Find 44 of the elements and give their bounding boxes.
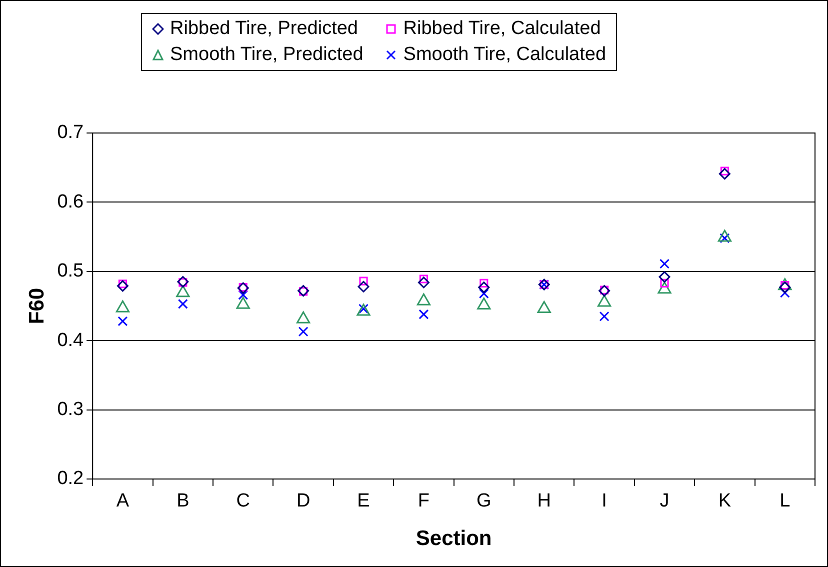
point: [537, 301, 551, 314]
x-tick-label: D: [296, 490, 310, 512]
point: [477, 298, 491, 310]
point: [178, 298, 188, 309]
x-tick-label: K: [718, 490, 732, 512]
point: [599, 311, 610, 322]
point: [118, 316, 128, 326]
legend-label: Smooth Tire, Predicted: [170, 44, 364, 66]
x-tick-label: C: [236, 490, 250, 512]
point: [418, 276, 430, 288]
y-tick-label: 0.4: [57, 330, 84, 351]
point: [298, 326, 308, 337]
x-tick-label: B: [176, 490, 190, 512]
point: [779, 282, 791, 294]
legend-label: Ribbed Tire, Calculated: [403, 18, 601, 40]
x-tick-label: I: [602, 490, 607, 512]
x-tick-label: F: [418, 490, 430, 512]
x-axis-title: Section: [416, 527, 492, 550]
point: [660, 258, 670, 269]
point: [478, 282, 490, 294]
x-tick-label: E: [357, 490, 370, 512]
point: [358, 280, 370, 292]
point: [418, 309, 429, 320]
point: [116, 280, 128, 292]
point: [598, 285, 610, 297]
point: [359, 276, 368, 286]
y-tick-label: 0.7: [57, 122, 84, 144]
x-tick-label: J: [660, 490, 670, 512]
point: [478, 288, 489, 299]
legend-label: Ribbed Tire, Predicted: [170, 18, 358, 40]
point: [658, 271, 670, 283]
legend-label: Smooth Tire, Calculated: [403, 44, 606, 66]
point: [718, 168, 730, 180]
y-tick-label: 0.3: [57, 399, 84, 420]
x-tick-label: H: [537, 490, 551, 512]
x-tick-label: G: [476, 490, 492, 512]
x-tick-label: L: [780, 490, 790, 512]
point: [660, 278, 669, 288]
point: [238, 290, 248, 300]
x-tick-label: A: [116, 490, 130, 512]
y-tick-label: 0.6: [57, 191, 84, 212]
y-axis-title: F60: [25, 288, 48, 324]
y-tick-label: 0.5: [57, 260, 84, 282]
y-tick-label: 0.2: [57, 468, 84, 490]
